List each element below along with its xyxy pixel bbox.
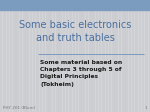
Bar [16,10,18,112]
Bar [122,10,124,112]
Bar [56,10,58,112]
Bar [20,10,21,112]
Bar [0,0,150,10]
Bar [36,10,38,112]
Bar [46,10,48,112]
Bar [96,10,97,112]
Bar [82,10,84,112]
Bar [99,10,100,112]
Bar [86,10,87,112]
Bar [106,10,107,112]
Bar [0,10,2,112]
Bar [139,10,140,112]
Bar [40,10,41,112]
Bar [148,10,150,112]
Bar [132,10,134,112]
Bar [50,10,51,112]
Bar [59,10,61,112]
Bar [109,10,110,112]
Bar [119,10,120,112]
Bar [3,10,5,112]
Bar [112,10,114,112]
Bar [102,10,104,112]
Bar [7,10,8,112]
Bar [79,10,81,112]
Bar [135,10,137,112]
Bar [145,10,147,112]
Bar [10,10,11,112]
Bar [125,10,127,112]
Text: PHY 201 (Blum): PHY 201 (Blum) [3,106,35,110]
Bar [33,10,34,112]
Text: Some material based on
Chapters 3 through 5 of
Digital Principles
(Tokheim): Some material based on Chapters 3 throug… [40,60,123,87]
Bar [53,10,54,112]
Bar [142,10,143,112]
Text: 1: 1 [144,106,147,110]
Bar [129,10,130,112]
Bar [89,10,91,112]
Bar [43,10,44,112]
Text: Some basic electronics
and truth tables: Some basic electronics and truth tables [19,20,131,43]
Bar [30,10,31,112]
Bar [116,10,117,112]
Bar [13,10,15,112]
Bar [26,10,28,112]
Bar [92,10,94,112]
Bar [69,10,71,112]
Bar [66,10,68,112]
Bar [73,10,74,112]
Bar [76,10,77,112]
Bar [63,10,64,112]
Bar [23,10,25,112]
